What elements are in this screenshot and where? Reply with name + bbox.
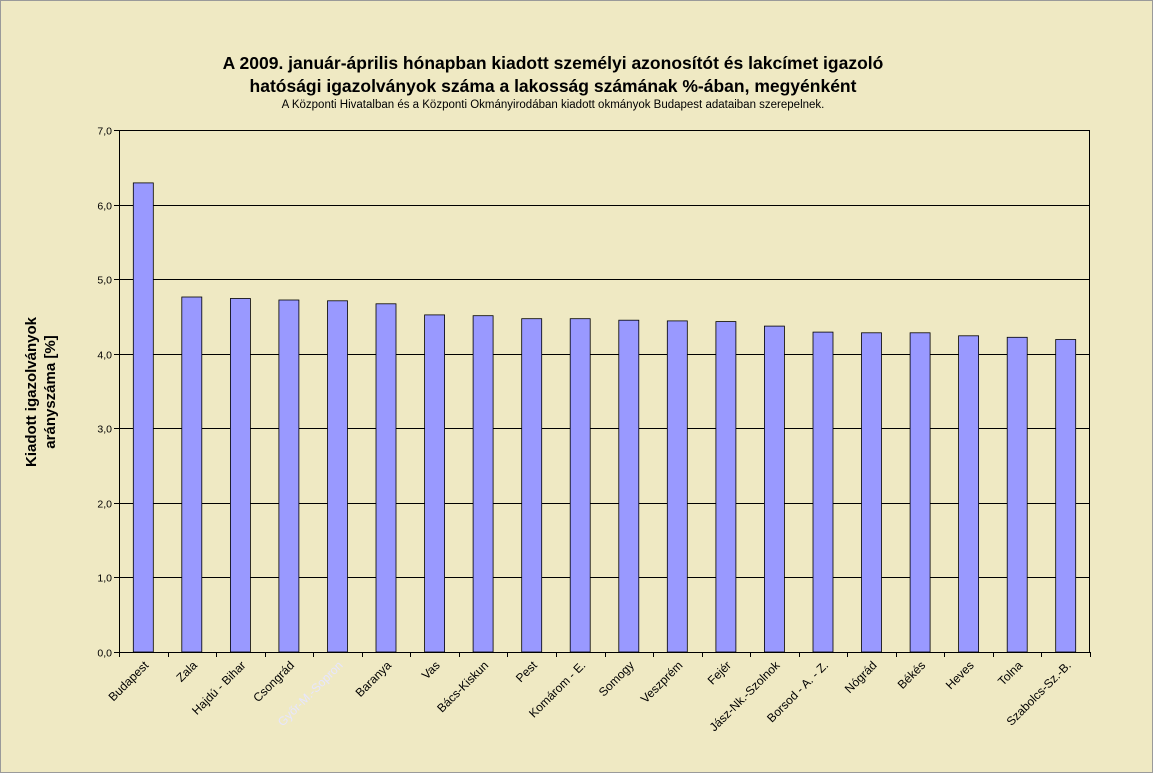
x-tick-label: Somogy — [596, 658, 637, 699]
bar — [764, 325, 785, 653]
y-tick-label: 4,0 — [97, 350, 112, 362]
y-tick-label: 3,0 — [97, 424, 112, 436]
x-tick-label: Csongrád — [250, 658, 297, 705]
chart-title-line2: hatósági igazolványok száma a lakosság s… — [249, 76, 857, 96]
y-tick-label: 5,0 — [97, 275, 112, 287]
bar — [958, 335, 979, 653]
x-tick-label: Zala — [174, 658, 201, 685]
x-tick-label: Heves — [943, 658, 977, 692]
bar — [1006, 336, 1028, 653]
y-tick-label: 6,0 — [97, 201, 112, 213]
plot-area — [119, 130, 1090, 652]
bar — [1055, 339, 1077, 653]
x-tick-label: Békés — [895, 658, 928, 691]
chart-title-line1: A 2009. január-április hónapban kiadott … — [222, 53, 884, 73]
bar — [861, 332, 882, 653]
x-tick-label: Pest — [513, 658, 540, 685]
x-tick-label: Tolna — [995, 658, 1025, 688]
bar — [666, 320, 688, 653]
bar — [424, 314, 446, 653]
y-tick-labels: 0,0 1,0 2,0 3,0 4,0 5,0 6,0 7,0 — [97, 126, 112, 660]
y-tick-label: 0,0 — [97, 648, 112, 660]
bar — [278, 299, 300, 653]
bar — [618, 319, 640, 653]
bar — [132, 182, 154, 653]
y-tick-label: 1,0 — [97, 573, 112, 585]
bars — [132, 182, 1077, 653]
y-tick-label: 7,0 — [97, 126, 112, 138]
x-tick-label: Fejér — [705, 658, 734, 687]
bar — [812, 331, 834, 653]
bar — [375, 303, 397, 653]
x-tick-label: Baranya — [353, 658, 395, 700]
x-tick-label: Bács-Kiskun — [434, 658, 491, 715]
bar — [569, 318, 591, 653]
x-tick-label: Veszprém — [638, 658, 686, 706]
bar — [521, 318, 543, 653]
bar — [472, 315, 494, 653]
bar — [327, 300, 348, 653]
x-tick-label: Nógrád — [842, 658, 880, 696]
y-tick-label: 2,0 — [97, 499, 112, 511]
x-tick-label: Vas — [419, 658, 443, 682]
bar — [229, 298, 251, 653]
bar — [909, 332, 931, 653]
bar — [715, 321, 737, 653]
axes — [114, 130, 1091, 657]
bar — [181, 296, 203, 653]
x-tick-label: Budapest — [106, 658, 152, 704]
chart-subtitle: A Központi Hivatalban és a Központi Okmá… — [281, 99, 825, 111]
